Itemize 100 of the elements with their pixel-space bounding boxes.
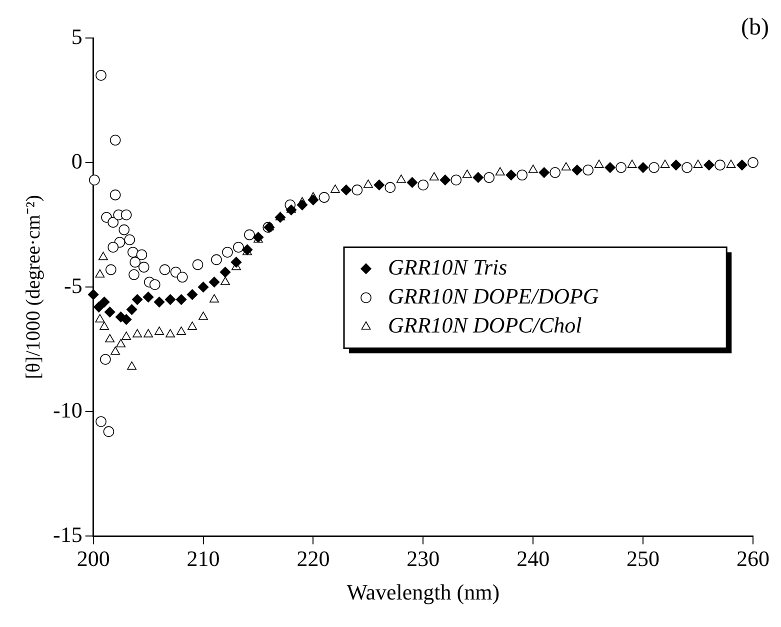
point [472, 172, 484, 183]
point [103, 426, 114, 437]
point [714, 160, 726, 170]
x-tick-label: 240 [516, 546, 550, 572]
point [110, 190, 121, 200]
point [648, 162, 660, 173]
point [126, 304, 138, 315]
point [704, 160, 714, 170]
point [149, 279, 160, 290]
x-tick-label: 210 [186, 546, 220, 572]
point [186, 289, 198, 300]
point [98, 252, 108, 260]
point [159, 264, 170, 276]
point [208, 276, 220, 288]
point [274, 212, 286, 223]
x-tick-label: 200 [76, 546, 110, 572]
point [95, 314, 105, 322]
point [572, 164, 582, 176]
point [96, 416, 106, 428]
point [340, 184, 352, 196]
point [192, 259, 204, 270]
point [538, 167, 550, 178]
point [220, 276, 230, 286]
point [124, 234, 136, 246]
point [726, 160, 736, 168]
point [308, 194, 319, 206]
point [100, 354, 111, 365]
point [736, 160, 748, 170]
point [98, 296, 110, 308]
point [89, 174, 100, 186]
point [132, 294, 143, 305]
point [638, 162, 648, 173]
point [330, 184, 340, 193]
point [384, 182, 396, 193]
x-tick-label: 220 [296, 546, 330, 572]
x-tick-label: 230 [406, 546, 440, 572]
legend-label: GRR10N DOPE/DOPG [388, 284, 599, 309]
point [176, 326, 186, 335]
point [122, 332, 132, 340]
point [748, 157, 758, 168]
point [450, 174, 462, 186]
point [116, 338, 126, 348]
point [506, 170, 517, 180]
annotation: (b) [741, 14, 769, 40]
point [176, 272, 188, 283]
point [230, 256, 242, 268]
point [418, 180, 429, 190]
point [406, 177, 418, 188]
point [286, 204, 297, 216]
point [144, 329, 154, 338]
point [198, 312, 208, 320]
point [142, 292, 154, 302]
point [110, 346, 120, 355]
y-tick-label: 5 [71, 24, 82, 49]
point [374, 180, 385, 190]
legend-label: GRR10N Tris [388, 254, 508, 280]
point [352, 184, 363, 196]
point [166, 329, 176, 338]
point [462, 170, 472, 178]
point [210, 294, 219, 302]
point [594, 160, 604, 168]
y-axis-title: [θ]/1000 (degree·cm⁻²) [22, 195, 44, 380]
point [128, 269, 140, 280]
point [105, 334, 115, 342]
point [96, 70, 106, 81]
point [318, 192, 330, 203]
point [604, 162, 616, 173]
point [120, 314, 132, 325]
point [106, 264, 116, 276]
point [108, 242, 119, 253]
point [220, 266, 231, 278]
x-axis-title: Wavelength (nm) [346, 580, 500, 605]
point [110, 134, 121, 146]
point [100, 322, 110, 330]
point [670, 160, 682, 170]
point [582, 164, 594, 176]
point [128, 246, 138, 258]
point [429, 172, 439, 180]
y-tick-label: -15 [53, 522, 82, 547]
point [495, 167, 505, 176]
point [211, 254, 222, 266]
y-tick-label: 0 [71, 148, 82, 174]
point [130, 256, 141, 268]
point [296, 199, 308, 210]
point [136, 249, 148, 260]
point [561, 162, 571, 170]
point [550, 167, 560, 178]
point [127, 361, 137, 370]
point [93, 302, 104, 312]
legend-label: GRR10N DOPC/Chol [388, 312, 582, 338]
y-tick-label: -5 [64, 272, 82, 298]
point [233, 242, 244, 253]
point [396, 174, 406, 183]
point [244, 229, 255, 240]
point [154, 326, 164, 335]
point [222, 246, 233, 258]
point [363, 180, 373, 188]
point [660, 160, 670, 168]
point [198, 282, 209, 292]
point [693, 160, 703, 168]
